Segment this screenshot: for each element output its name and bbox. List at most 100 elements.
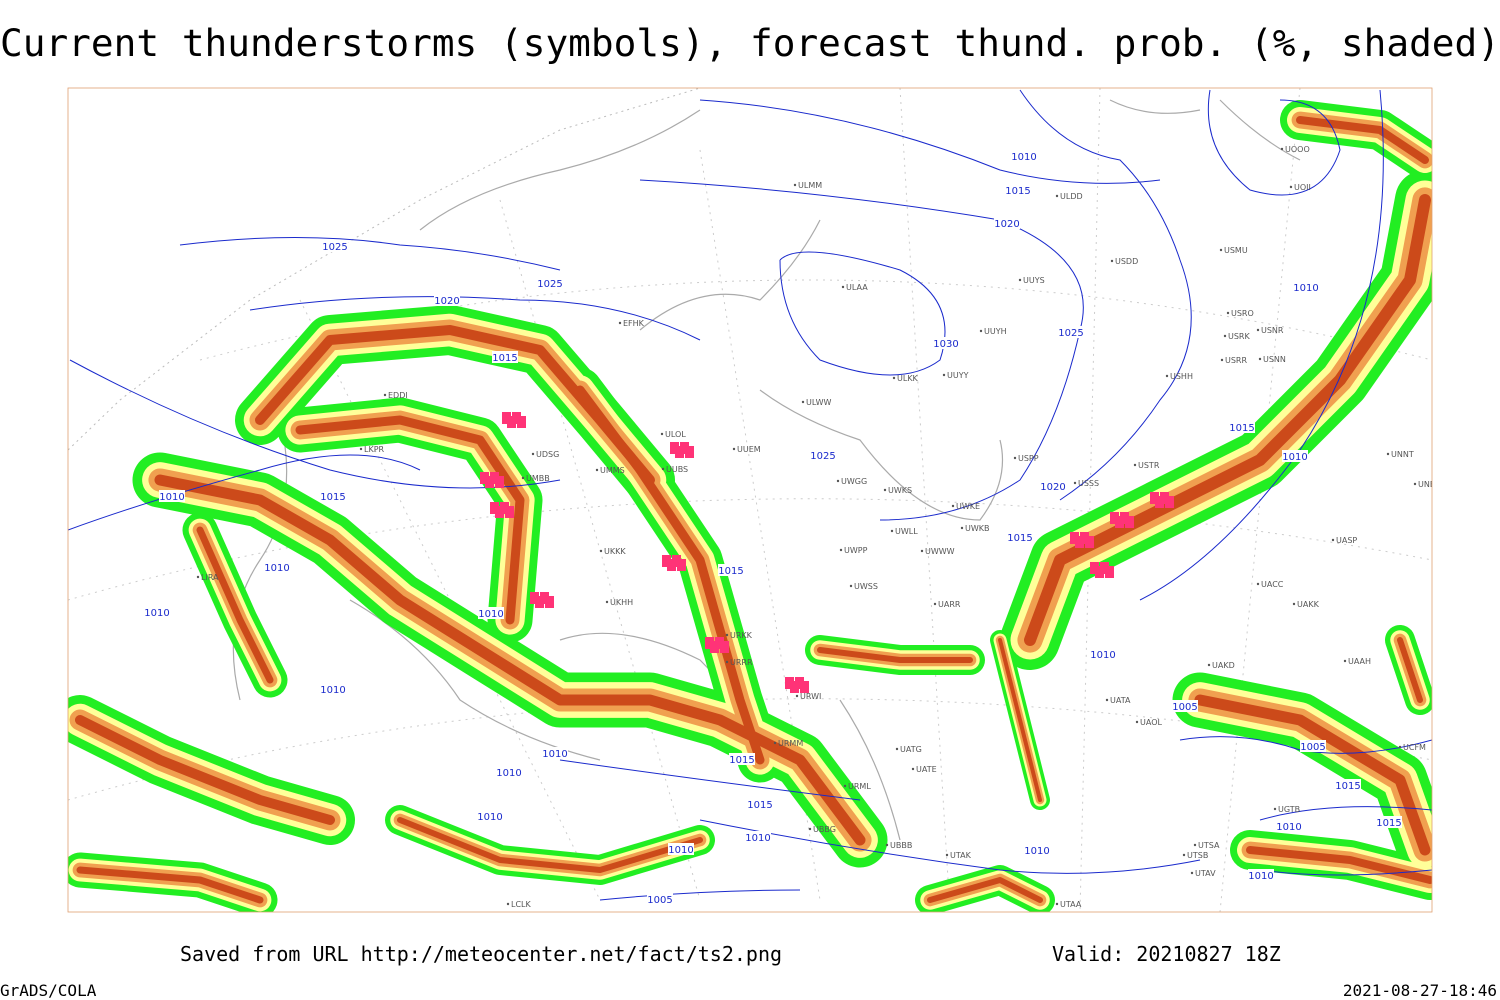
isobar-label-bg (994, 217, 1020, 229)
station-dot (661, 467, 665, 471)
isobar-label-bg (320, 490, 346, 502)
isobar-label-bg (718, 564, 744, 576)
coastline (232, 99, 1301, 841)
station-dot (883, 488, 887, 492)
thunderstorm-symbol (545, 596, 554, 608)
thunderstorm-symbol (1075, 536, 1084, 548)
isobar-label-bg (1005, 184, 1031, 196)
thunderstorm-symbol (670, 442, 679, 454)
station-label: USDD (1115, 257, 1138, 266)
station-label: UAKK (1297, 600, 1320, 609)
station-dot (933, 602, 937, 606)
thunderstorm-symbol (495, 476, 504, 488)
station-label: UUBS (666, 465, 688, 474)
thunderstorm-symbol (677, 559, 686, 571)
thunderstorm-symbol (1080, 532, 1089, 544)
thunderstorm-symbol (1100, 562, 1109, 574)
probability-band (1296, 116, 1429, 164)
isobar-label: 1005 (1172, 702, 1197, 713)
thunderstorm-symbol (675, 446, 684, 458)
isobar-label: 1005 (647, 895, 672, 906)
station-dot (1219, 248, 1223, 252)
station-dot (1110, 259, 1114, 263)
isobar-label-bg (264, 561, 290, 573)
station-dot (1331, 538, 1335, 542)
isobar-label-bg (1011, 150, 1037, 162)
isobar-label: 1010 (668, 845, 693, 856)
isobar-label-bg (1172, 700, 1198, 712)
thunderstorm-symbol (1085, 536, 1094, 548)
station-label: UOII (1294, 183, 1311, 192)
isobar-label-bg (1229, 421, 1255, 433)
station-dot (1258, 357, 1262, 361)
thunderstorm-symbol (1125, 516, 1134, 528)
probability-band (196, 526, 274, 684)
isobar-label-bg (537, 277, 563, 289)
station-dot (605, 600, 609, 604)
isobar-label-bg (1040, 480, 1066, 492)
station-dot (196, 575, 200, 579)
station-dot (383, 393, 387, 397)
thunderstorm-symbol (667, 559, 676, 571)
probability-band (1024, 194, 1431, 646)
isobar-label-bg (1300, 740, 1326, 752)
station-label: UATE (916, 765, 937, 774)
probability-band (295, 415, 525, 625)
isobar-label-bg (1376, 816, 1402, 828)
map: 1025 1025 1020 1015 1010 1015 1010 1010 1010 1010… (68, 88, 1441, 912)
isobar-label-bg (810, 449, 836, 461)
station-dot (793, 183, 797, 187)
station-label: UACC (1261, 580, 1284, 589)
thunder-probability (68, 100, 1432, 912)
station-dot (849, 584, 853, 588)
isobar-label: 1015 (718, 566, 743, 577)
saved-from: Saved from URL http://meteocenter.net/fa… (180, 942, 782, 966)
station-label: UMMS (600, 466, 625, 475)
thunderstorm-symbol (512, 412, 521, 424)
station-dot (960, 526, 964, 530)
isobar-label-bg (542, 747, 568, 759)
station-dot (920, 549, 924, 553)
probability-band (927, 877, 1043, 903)
isobar-label: 1020 (1040, 482, 1065, 493)
station-label: LIRA (201, 573, 219, 582)
isobar-label: 1010 (320, 685, 345, 696)
isobar-label: 1020 (994, 219, 1019, 230)
thunderstorm-symbol (490, 472, 499, 484)
station-dot (1226, 311, 1230, 315)
thunderstorm-symbol (795, 677, 804, 689)
station-dot (801, 400, 805, 404)
isobar-label: 1010 (159, 492, 184, 503)
station-label: UTAV (1195, 869, 1216, 878)
station-label: UOOO (1285, 145, 1310, 154)
graticule (68, 88, 701, 451)
station-label: URMM (778, 739, 803, 748)
valid-time: Valid: 20210827 18Z (1052, 942, 1281, 966)
station-dot (1289, 185, 1293, 189)
station-label: UUYS (1023, 276, 1045, 285)
probability-band (75, 715, 335, 825)
isobar-label: 1010 (1293, 283, 1318, 294)
station-dot (1190, 871, 1194, 875)
isobar-label: 1010 (264, 563, 289, 574)
station-label: USSS (1078, 479, 1099, 488)
station-label: UTAK (950, 851, 972, 860)
station-dot (836, 479, 840, 483)
thunderstorm-symbol (685, 446, 694, 458)
isobar-label-bg (1293, 281, 1319, 293)
probability-band (76, 866, 264, 904)
map-labels: 1025 1025 1020 1015 1010 1015 1010 1010 1010 1010… (144, 145, 1441, 909)
isobar-label-bg (1248, 869, 1274, 881)
station-dot (1343, 659, 1347, 663)
isobar-label: 1010 (1090, 650, 1115, 661)
station-label: ULMM (798, 181, 822, 190)
thunderstorm-symbol (672, 555, 681, 567)
isobar-label-bg (933, 337, 959, 349)
station-label: USMU (1224, 246, 1248, 255)
station-label: UNBB (1418, 480, 1441, 489)
probability-band (1246, 846, 1432, 884)
isobar-label-bg (1335, 779, 1361, 791)
station-dot (1182, 853, 1186, 857)
station-dot (1135, 720, 1139, 724)
